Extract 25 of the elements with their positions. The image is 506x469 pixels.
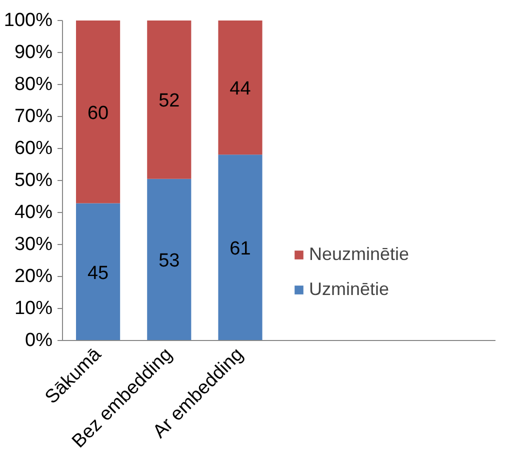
legend-label: Uzminētie xyxy=(309,279,390,300)
bar xyxy=(218,154,262,340)
annotation: 61 xyxy=(230,238,251,260)
y-tick-label: 50% xyxy=(14,170,53,191)
bar xyxy=(76,203,120,340)
y-tick-label: 100% xyxy=(4,10,53,31)
y-tick-label: 40% xyxy=(14,202,53,223)
y-tick-label: 30% xyxy=(14,234,53,255)
annotation: 53 xyxy=(158,250,180,272)
y-tick-label: 80% xyxy=(14,74,53,95)
bar xyxy=(76,20,120,204)
annotation: 44 xyxy=(230,78,252,100)
y-tick-label: 10% xyxy=(14,298,53,319)
annotation: 52 xyxy=(158,90,180,112)
legend-label: Neuzminētie xyxy=(309,244,410,265)
y-tick-label: 90% xyxy=(14,42,53,63)
annotation: 45 xyxy=(87,262,109,284)
annotation: 60 xyxy=(87,102,109,124)
y-tick-label: 60% xyxy=(14,138,53,159)
bar xyxy=(218,20,262,155)
bar xyxy=(147,20,192,179)
y-tick-label: 0% xyxy=(25,330,53,351)
y-tick-label: 20% xyxy=(14,266,53,287)
y-tick-label: 70% xyxy=(14,106,53,127)
bar xyxy=(147,178,192,340)
